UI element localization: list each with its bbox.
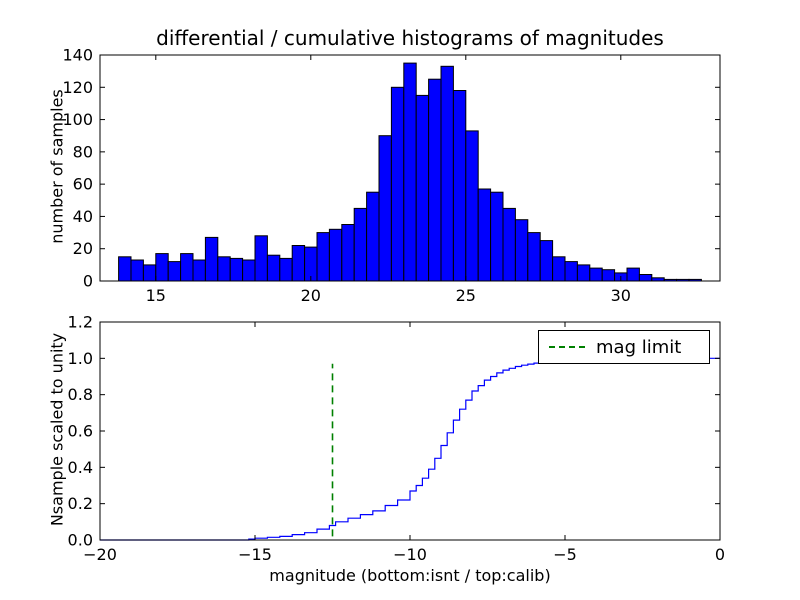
legend: mag limit — [538, 330, 710, 364]
y-tick-label: 80 — [73, 142, 93, 161]
histogram-bar — [366, 191, 380, 282]
y-tick-label: 120 — [62, 78, 93, 97]
y-tick-label: 0.2 — [68, 494, 93, 513]
histogram-bar — [353, 207, 368, 282]
legend-dashed-line-sample — [549, 346, 585, 348]
x-axis-label: magnitude (bottom:isnt / top:calib) — [269, 566, 551, 585]
histogram-bar — [539, 240, 554, 282]
histogram-bar — [266, 254, 281, 282]
histogram-bar — [304, 246, 318, 282]
y-tick-label: 0.4 — [68, 458, 93, 477]
histogram-bar — [415, 94, 430, 282]
y-tick-label: 1.2 — [68, 313, 93, 332]
y-tick-label: 1.0 — [68, 349, 93, 368]
x-tick-label: 15 — [146, 286, 166, 305]
histogram-bar — [378, 135, 392, 282]
histogram-bar — [576, 264, 591, 282]
histogram-bar — [118, 256, 132, 282]
x-tick-label: 20 — [301, 286, 321, 305]
histogram-bar — [626, 267, 640, 282]
histogram-bar — [316, 232, 330, 282]
histogram-bar — [552, 256, 566, 282]
histogram-bar — [477, 188, 492, 282]
histogram-bar — [328, 228, 343, 282]
axes-frame — [99, 54, 721, 282]
histogram-bar — [341, 224, 355, 282]
y-tick-label: 100 — [62, 110, 93, 129]
histogram-bar — [279, 257, 293, 282]
histogram-bar — [155, 253, 169, 282]
y-tick-label: 20 — [73, 239, 93, 258]
axes-frame — [99, 321, 721, 541]
x-tick-label: −10 — [393, 545, 427, 564]
histogram-bar — [142, 264, 157, 282]
histogram-bar — [428, 78, 442, 282]
histogram-bar — [589, 267, 603, 282]
x-tick-label: −20 — [83, 545, 117, 564]
histogram-bar — [229, 257, 244, 282]
plot-title: differential / cumulative histograms of … — [156, 26, 664, 50]
histogram-bar — [502, 207, 516, 282]
x-tick-label: 25 — [456, 286, 476, 305]
x-tick-label: 30 — [611, 286, 631, 305]
y-tick-label: 140 — [62, 46, 93, 65]
histogram-bar — [390, 86, 405, 282]
histogram-bar — [440, 65, 454, 282]
histogram-bar — [452, 90, 467, 282]
histogram-bar — [242, 259, 256, 282]
histogram-bar — [204, 236, 219, 282]
histogram-bar — [180, 253, 194, 282]
histogram-bar — [465, 130, 479, 282]
histogram-bar — [490, 191, 504, 282]
y-tick-label: 60 — [73, 175, 93, 194]
histogram-bar — [217, 256, 231, 282]
legend-label: mag limit — [596, 336, 682, 358]
histogram-bar — [638, 274, 653, 282]
histogram-bar — [167, 261, 182, 282]
histogram-bar — [527, 232, 541, 282]
histogram-bar — [601, 269, 616, 282]
histogram-bar — [514, 219, 529, 282]
histogram-bar — [403, 62, 417, 282]
y-tick-label: 0.0 — [68, 531, 93, 550]
histogram-bar — [291, 245, 306, 282]
bottom-y-axis-label: Nsample scaled to unity — [47, 332, 67, 527]
histogram-bar — [564, 261, 578, 282]
y-tick-label: 0.8 — [68, 385, 93, 404]
x-tick-label: −15 — [238, 545, 272, 564]
histogram-bar — [130, 259, 144, 282]
histogram-bar — [254, 235, 268, 282]
y-tick-label: 0 — [83, 272, 93, 291]
x-tick-label: 0 — [715, 545, 725, 564]
y-tick-label: 40 — [73, 207, 93, 226]
x-tick-label: −5 — [553, 545, 577, 564]
top-y-axis-label: number of samples — [47, 89, 67, 244]
cumulative-step-line — [100, 357, 720, 541]
y-tick-label: 0.6 — [68, 422, 93, 441]
histogram-bar — [192, 259, 206, 282]
